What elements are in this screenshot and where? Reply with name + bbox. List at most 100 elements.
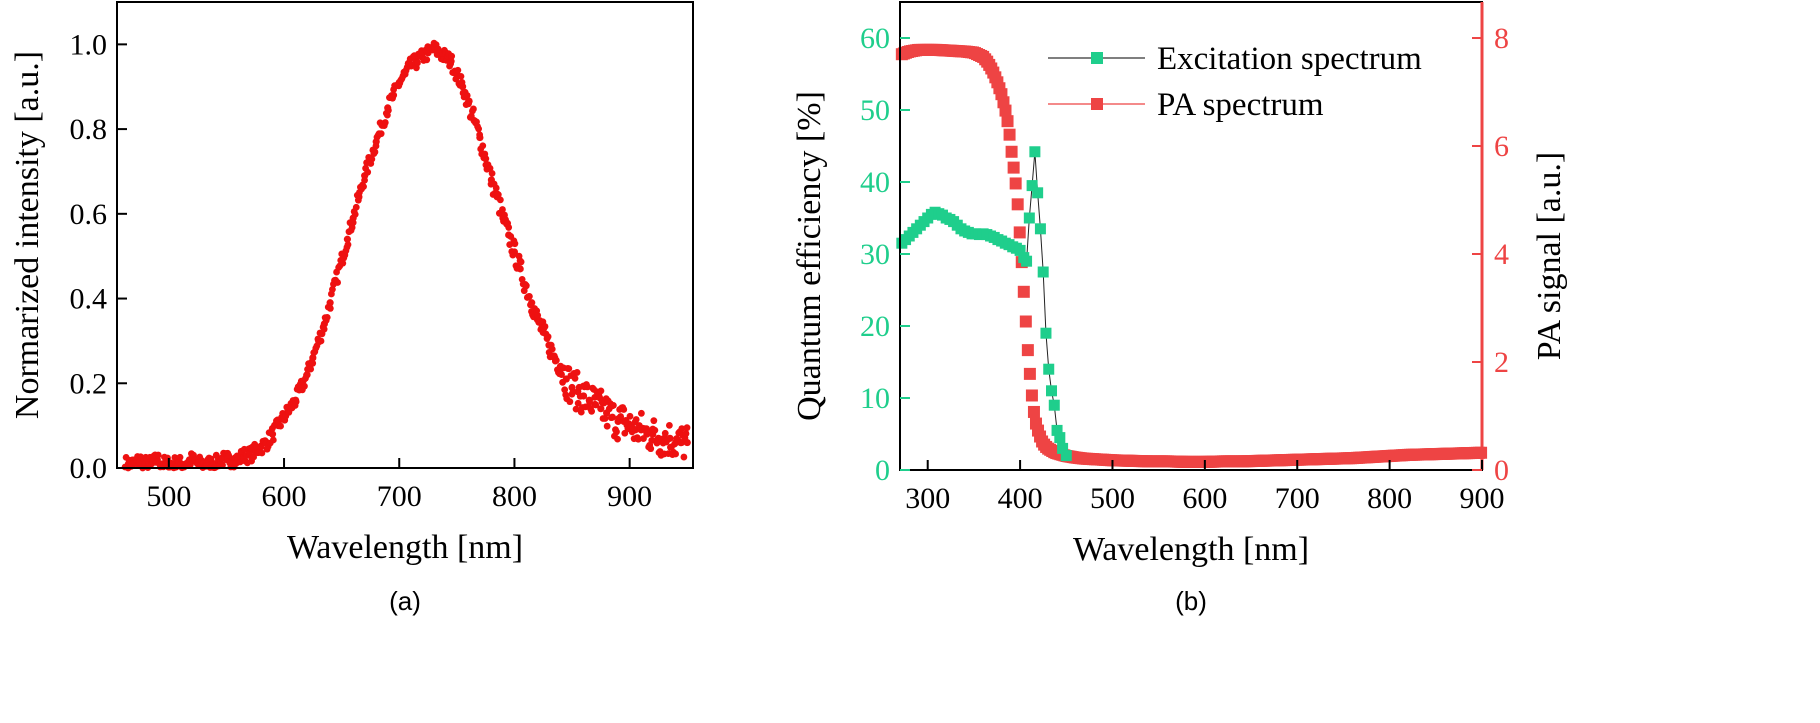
data-point [476,131,484,139]
right-tick-label: 2 [1494,346,1509,379]
data-point [511,240,519,248]
excitation-point [1023,212,1035,224]
data-point [637,409,645,417]
excitation-point [1043,363,1055,375]
data-point [448,52,456,60]
left-tick-label: 10 [860,382,890,415]
data-point [651,426,659,434]
data-point [454,66,462,74]
data-point [514,264,522,271]
pa-point [999,104,1012,117]
data-point [303,371,310,379]
data-point [552,356,560,364]
excitation-point [1057,442,1069,454]
pa-point [1021,344,1034,357]
data-point [207,455,215,463]
panel-a-x-axis-ticks: 500 600 700 800 900 [146,458,652,513]
x-tick-label: 900 [607,480,652,513]
data-point [352,203,360,211]
data-point [354,196,362,204]
panel-b-left-axis-title: Quantum efficiency [%] [791,91,828,421]
data-point [574,399,582,407]
data-point [650,417,658,425]
data-point [601,415,609,422]
data-point [499,206,506,213]
legend-item-excitation: Excitation spectrum [1048,41,1422,77]
x-tick-label: 600 [1182,482,1227,515]
y-tick-label: 0.0 [70,452,108,485]
left-tick-label: 0 [875,454,890,487]
data-point [620,406,628,413]
data-point [225,452,233,459]
data-point [457,72,465,80]
data-point [463,92,471,99]
data-point [597,387,605,395]
data-point [565,365,573,373]
data-point [343,235,351,243]
data-point [326,305,334,312]
data-point [644,427,652,435]
data-point [475,125,483,133]
x-tick-label: 700 [377,480,422,513]
data-point [665,421,673,429]
x-tick-label: 800 [1367,482,1412,515]
pa-point [1019,315,1032,328]
data-point [569,388,577,396]
data-point [522,282,530,289]
panel-a-y-axis-ticks: 0.0 0.2 0.4 0.6 0.8 1.0 [70,28,127,485]
legend-pa-label: PA spectrum [1157,87,1324,123]
y-tick-label: 0.8 [70,113,108,146]
data-point [339,259,347,267]
data-point [607,414,615,422]
pa-point [1003,128,1016,141]
excitation-point [1048,399,1060,411]
pa-point [1001,115,1014,128]
pa-point [1023,367,1036,380]
data-point [576,392,584,400]
data-point [617,413,625,420]
right-tick-label: 6 [1494,130,1509,163]
panel-b-right-axis-ticks: 0 2 4 6 8 [1472,22,1509,487]
panel-b-left-axis-ticks: 0 10 20 30 40 50 60 [860,22,910,487]
data-point [613,428,620,436]
y-tick-label: 1.0 [70,28,108,61]
legend-excitation-marker [1091,52,1103,64]
data-point [561,386,569,394]
excitation-point [1040,327,1052,339]
data-point [292,398,300,406]
data-point [320,325,328,333]
legend-pa-marker [1091,98,1103,110]
excitation-point [1014,244,1026,256]
data-point [381,119,389,126]
data-point [614,435,621,443]
data-point [385,107,392,114]
left-tick-label: 60 [860,22,890,55]
data-point [368,155,376,163]
data-point [559,378,566,386]
data-point [307,365,315,373]
data-point [663,436,671,444]
pa-point [1025,389,1038,402]
data-point [544,333,552,341]
left-tick-label: 40 [860,166,890,199]
data-point [389,94,396,102]
data-point [351,210,359,218]
legend-excitation-label: Excitation spectrum [1157,41,1422,77]
data-point [414,59,421,67]
excitation-point [1037,266,1049,278]
data-point [317,337,325,345]
data-point [597,405,605,413]
data-point [496,196,504,204]
x-tick-label: 400 [998,482,1043,515]
pa-point [1013,226,1026,239]
data-point [573,369,581,376]
pa-point [1009,177,1022,190]
data-point [470,105,477,113]
data-point [609,401,617,409]
data-point [494,191,502,199]
left-tick-label: 30 [860,238,890,271]
data-point [586,398,593,406]
right-tick-label: 8 [1494,22,1509,55]
data-point [329,285,336,293]
excitation-point [1029,146,1041,158]
